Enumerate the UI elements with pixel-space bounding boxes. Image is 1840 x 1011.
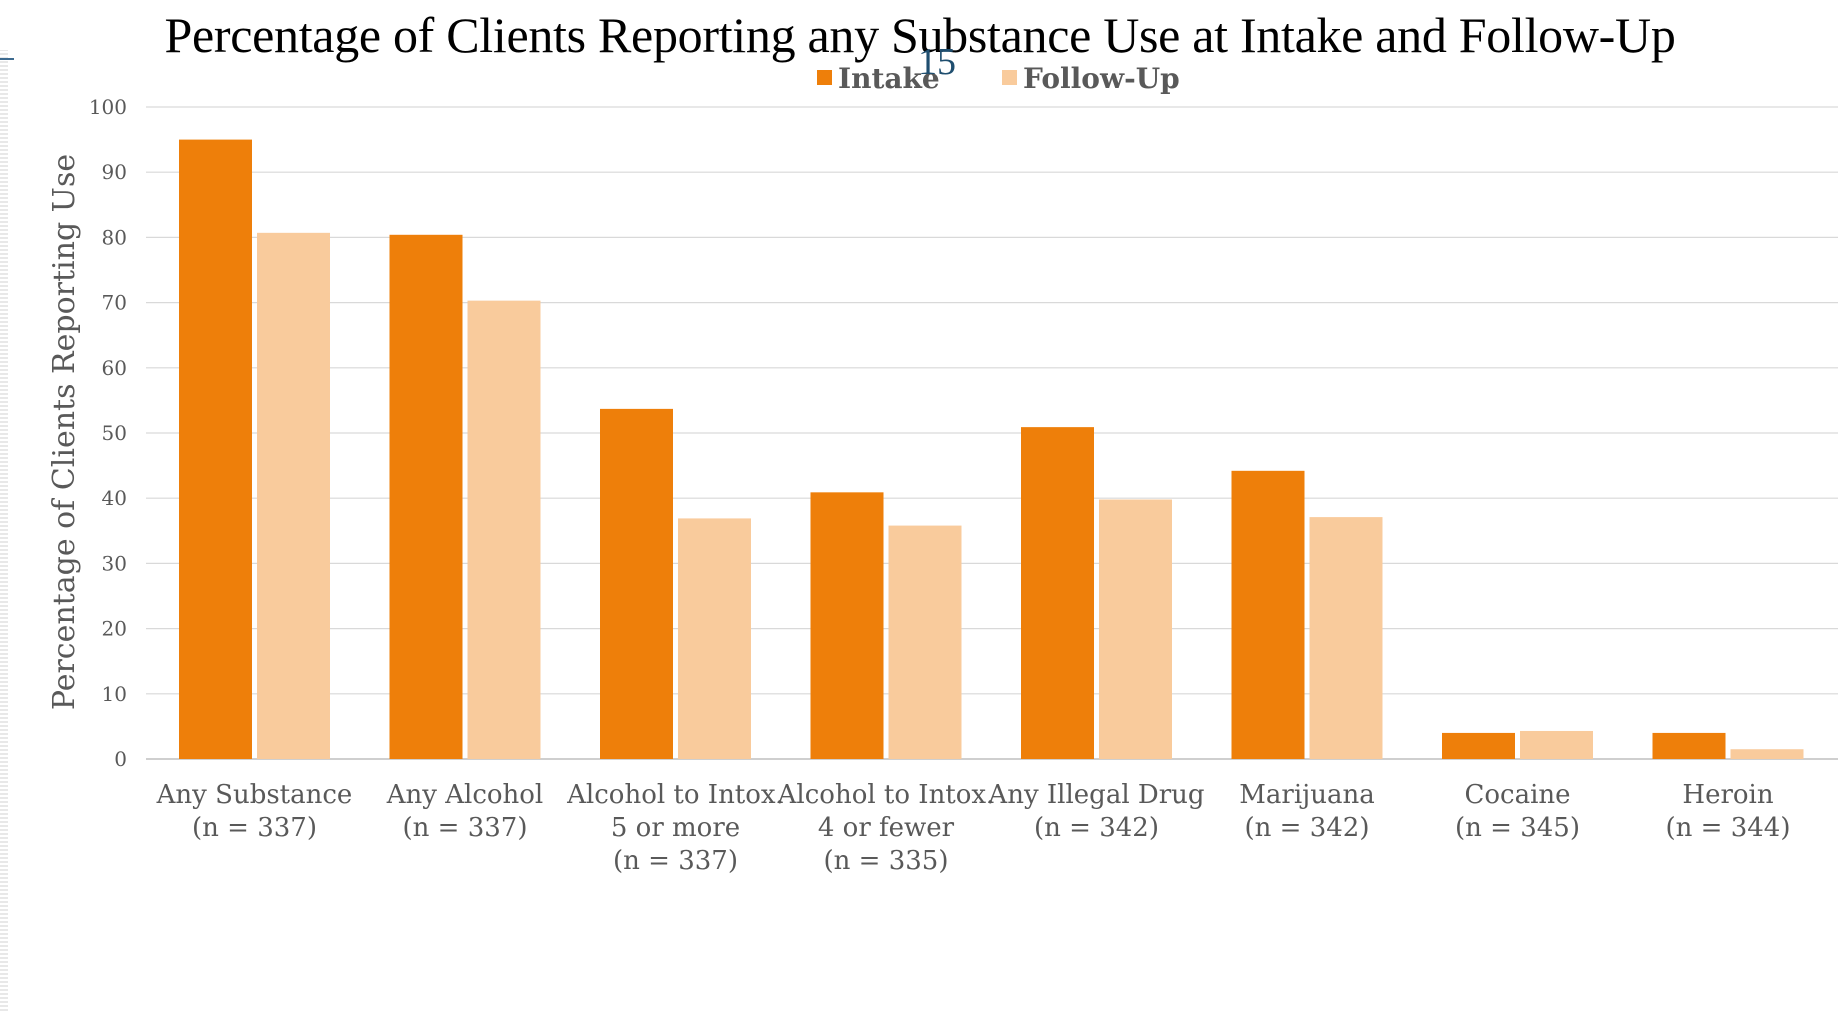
- category-label-line: (n = 344): [1666, 813, 1791, 843]
- category-label-line: (n = 337): [613, 846, 738, 876]
- category-label-line: Marijuana: [1239, 780, 1374, 810]
- y-tick-label: 10: [102, 682, 127, 706]
- bar-follow-up: [1099, 499, 1172, 759]
- y-axis-title: Percentage of Clients Reporting Use: [47, 154, 82, 710]
- slide-left-marker: [0, 58, 14, 60]
- category-label: Alcohol to Intox. 4 or fewer (n = 335): [777, 780, 995, 876]
- bar-follow-up: [1730, 749, 1804, 759]
- bar-follow-up: [257, 232, 330, 759]
- category-label-line: (n = 335): [824, 846, 949, 876]
- category-label-line: Cocaine: [1464, 780, 1570, 810]
- slide-left-edge: [0, 50, 8, 1011]
- bar-intake: [1231, 470, 1305, 759]
- category-label-line: Any Substance: [156, 780, 353, 810]
- category-label: Any Illegal Drug (n = 342): [987, 780, 1204, 843]
- bar-intake: [1021, 427, 1094, 759]
- category-label: Alcohol to Intox. 5 or more (n = 337): [566, 780, 784, 876]
- y-tick-label: 100: [89, 95, 127, 119]
- x-axis-categories: Any Substance (n = 337)Any Alcohol (n = 33…: [156, 780, 1791, 876]
- bar-follow-up: [678, 518, 751, 759]
- y-tick-label: 50: [102, 421, 127, 445]
- bar-follow-up: [467, 300, 541, 759]
- legend-label-follow-up: Follow-Up: [1023, 62, 1180, 95]
- y-tick-label: 20: [102, 617, 127, 641]
- category-label-line: (n = 342): [1245, 813, 1370, 843]
- category-label-line: (n = 342): [1034, 813, 1159, 843]
- category-label-line: Any Alcohol: [386, 780, 544, 810]
- bar-intake: [389, 234, 463, 760]
- category-label: Heroin (n = 344): [1666, 780, 1791, 843]
- y-tick-label: 80: [102, 225, 127, 249]
- category-label-line: Any Illegal Drug: [987, 780, 1204, 810]
- category-label-line: 4 or fewer: [818, 813, 955, 843]
- y-tick-label: 30: [102, 551, 127, 575]
- y-tick-label: 0: [114, 747, 127, 771]
- y-tick-label: 60: [102, 356, 127, 380]
- y-tick-label: 40: [102, 486, 127, 510]
- bar-follow-up: [888, 525, 962, 759]
- slide-number: 15: [918, 41, 956, 83]
- bar-intake: [1652, 732, 1726, 759]
- bar-intake: [810, 492, 884, 759]
- legend-swatch-intake: [817, 70, 832, 85]
- category-label: Cocaine (n = 345): [1455, 780, 1580, 843]
- bar-follow-up: [1520, 730, 1593, 759]
- category-label: Any Substance (n = 337): [156, 780, 353, 843]
- y-tick-label: 90: [102, 160, 127, 184]
- category-label-line: (n = 337): [403, 813, 528, 843]
- category-label-line: Heroin: [1682, 780, 1773, 810]
- category-label: Any Alcohol (n = 337): [386, 780, 544, 843]
- bar-follow-up: [1309, 517, 1383, 759]
- category-label-line: Alcohol to Intox.: [566, 780, 784, 810]
- bars: [179, 139, 1804, 760]
- gridlines: [146, 106, 1838, 760]
- category-label-line: Alcohol to Intox.: [777, 780, 995, 810]
- legend: Intake Follow-Up: [817, 62, 1180, 95]
- legend-swatch-follow-up: [1002, 70, 1017, 85]
- category-label-line: 5 or more: [611, 813, 740, 843]
- chart-title: Percentage of Clients Reporting any Subs…: [164, 7, 1676, 63]
- category-label-line: (n = 345): [1455, 813, 1580, 843]
- legend-label-intake: Intake: [838, 62, 940, 95]
- category-label-line: (n = 337): [192, 813, 317, 843]
- bar-intake: [1442, 732, 1515, 759]
- y-axis-ticks: 0 10 20 30 40 50 60 70 80 90 100: [89, 95, 127, 771]
- y-tick-label: 70: [102, 291, 127, 315]
- category-label: Marijuana (n = 342): [1239, 780, 1374, 843]
- bar-intake: [600, 408, 673, 759]
- bar-intake: [179, 139, 252, 760]
